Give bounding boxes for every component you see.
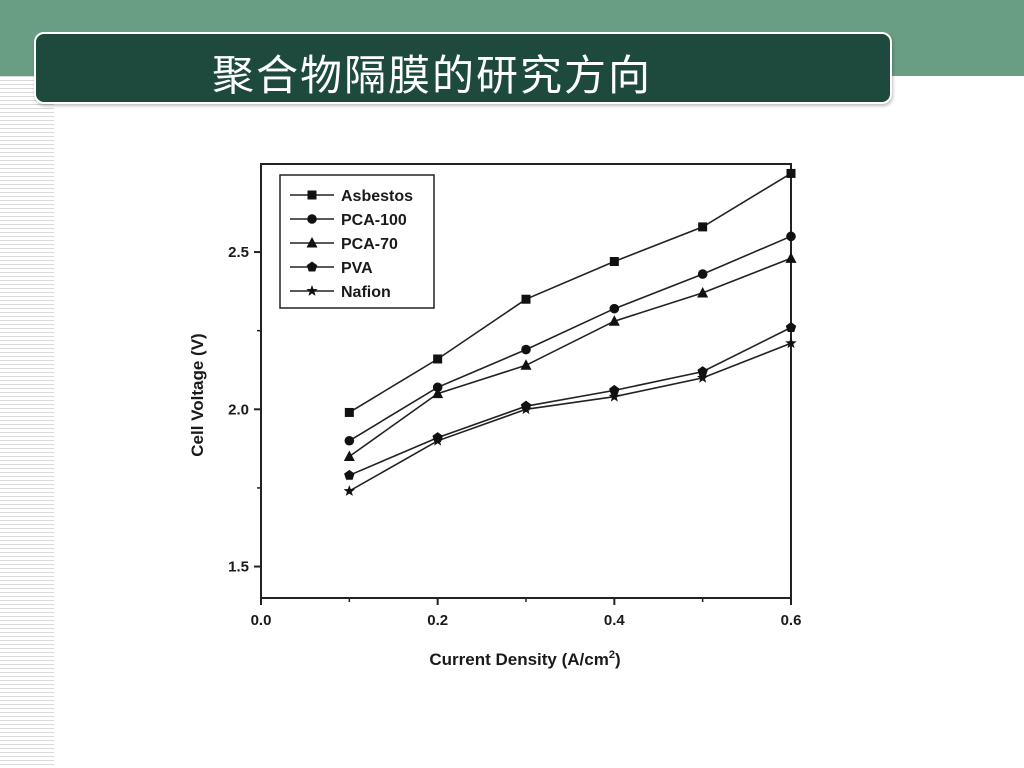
series-asbestos-point	[433, 354, 443, 364]
series-pca-100-point	[609, 303, 620, 314]
series-pca-70-point	[608, 315, 620, 326]
series-pva-line	[348, 326, 792, 477]
series-pca-100-point	[432, 382, 443, 393]
series-pca-100	[344, 231, 796, 446]
series-pva-point	[609, 384, 620, 395]
y-tick-label: 2.0	[228, 401, 249, 418]
series-nafion-point	[785, 337, 797, 349]
x-tick-label: 0.6	[781, 612, 802, 629]
series-pca-100-line	[348, 235, 792, 442]
series-asbestos-point	[609, 256, 619, 266]
y-axis-title: Cell Voltage (V)	[188, 333, 207, 456]
series-pca-70-line	[348, 257, 792, 458]
legend-item: Nafion	[290, 284, 391, 301]
legend: Asbestos PCA-100 PCA-70 PVA Nafion	[279, 174, 435, 309]
series-nafion-point	[520, 403, 532, 415]
series-asbestos-point	[344, 407, 354, 417]
x-axis-title: Current Density (A/cm2)	[429, 649, 620, 669]
series-asbestos-line	[348, 172, 792, 414]
series-pca-70-point	[343, 450, 355, 461]
y-tick-label: 1.5	[228, 559, 249, 576]
series-asbestos-point	[521, 294, 531, 304]
decorative-stripes	[0, 76, 54, 768]
legend-label: PCA-70	[341, 236, 398, 253]
series-nafion-point	[343, 485, 356, 496]
series-pca-70-point	[785, 252, 797, 263]
series-nafion-point	[696, 371, 709, 383]
legend-item: PVA	[290, 260, 373, 277]
series-pca-70-point	[697, 286, 709, 298]
series-pca-100-point	[786, 231, 796, 242]
legend-marker	[307, 190, 317, 200]
series-pca-70	[343, 252, 797, 461]
legend-marker	[306, 261, 318, 272]
legend-label: Nafion	[341, 284, 391, 301]
legend-item: Asbestos	[290, 188, 413, 205]
series-asbestos	[344, 168, 796, 417]
series-nafion-point	[608, 390, 621, 402]
legend-label: PVA	[341, 260, 373, 277]
legend-marker	[306, 285, 318, 296]
series-pca-100-point	[344, 435, 355, 446]
legend-marker	[307, 214, 317, 224]
legend-label: Asbestos	[341, 188, 413, 205]
legend-item: PCA-100	[290, 212, 407, 229]
series-pca-100-point	[521, 344, 531, 355]
x-tick-label: 0.0	[251, 612, 272, 629]
x-tick-label: 0.2	[427, 612, 448, 629]
series-nafion-line	[348, 342, 792, 492]
series-asbestos-point	[698, 222, 708, 232]
x-tick-label: 0.4	[604, 612, 626, 629]
series-pca-70-point	[432, 387, 444, 399]
legend-box	[279, 174, 435, 309]
series-pva-point	[785, 322, 797, 332]
series-pca-100-point	[697, 269, 708, 279]
series-nafion-point	[431, 434, 444, 446]
legend-marker	[306, 237, 318, 248]
series-pca-70-point	[520, 359, 532, 370]
title-bar: 聚合物隔膜的研究方向	[34, 32, 892, 104]
legend-label: PCA-100	[341, 212, 407, 229]
series-asbestos-point	[786, 168, 796, 178]
legend-item: PCA-70	[290, 236, 398, 253]
y-tick-label: 2.5	[228, 244, 249, 261]
series-pva-point	[697, 366, 708, 377]
series-nafion	[343, 337, 797, 496]
series-pva-point	[344, 469, 355, 480]
slide-title: 聚合物隔膜的研究方向	[212, 51, 653, 100]
